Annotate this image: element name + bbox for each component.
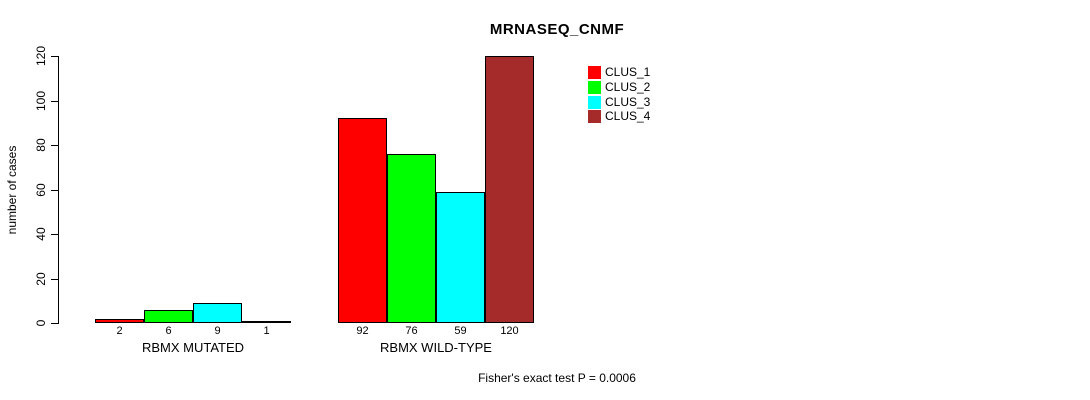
bar-clus_1 — [95, 318, 144, 323]
legend-swatch-clus_4 — [588, 110, 601, 123]
legend-swatch-clus_2 — [588, 81, 601, 94]
legend-swatch-clus_1 — [588, 66, 601, 79]
legend-label: CLUS_1 — [605, 65, 651, 79]
y-tick — [51, 190, 58, 191]
legend-swatch-clus_3 — [588, 96, 601, 109]
bar-value-label: 92 — [356, 325, 369, 337]
y-axis-line — [58, 56, 59, 324]
y-tick — [51, 234, 58, 235]
bar-value-label: 2 — [116, 325, 123, 337]
y-tick — [51, 101, 58, 102]
bar-clus_4 — [485, 56, 534, 323]
bar-clus_2 — [387, 153, 436, 323]
bar-clus_3 — [436, 191, 485, 323]
bar-value-label: 1 — [263, 325, 270, 337]
bar-value-label: 120 — [500, 325, 519, 337]
group-label: RBMX WILD-TYPE — [380, 340, 492, 355]
bar-value-label: 9 — [214, 325, 221, 337]
bar-clus_1 — [338, 118, 387, 323]
bar-value-label: 76 — [405, 325, 418, 337]
y-tick — [51, 279, 58, 280]
bar-value-label: 59 — [454, 325, 467, 337]
bar-clus_4 — [242, 320, 291, 323]
y-tick — [51, 145, 58, 146]
fisher-test-annotation: Fisher's exact test P = 0.0006 — [478, 371, 636, 385]
bar-value-label: 6 — [165, 325, 172, 337]
legend-label: CLUS_4 — [605, 109, 651, 123]
bar-clus_3 — [193, 302, 242, 323]
bar-clus_2 — [144, 309, 193, 323]
group-label: RBMX MUTATED — [141, 340, 245, 355]
chart-title: MRNASEQ_CNMF — [489, 21, 625, 38]
legend-label: CLUS_2 — [605, 80, 651, 94]
y-tick — [51, 323, 58, 324]
y-tick — [51, 56, 58, 57]
legend-label: CLUS_3 — [605, 95, 651, 109]
